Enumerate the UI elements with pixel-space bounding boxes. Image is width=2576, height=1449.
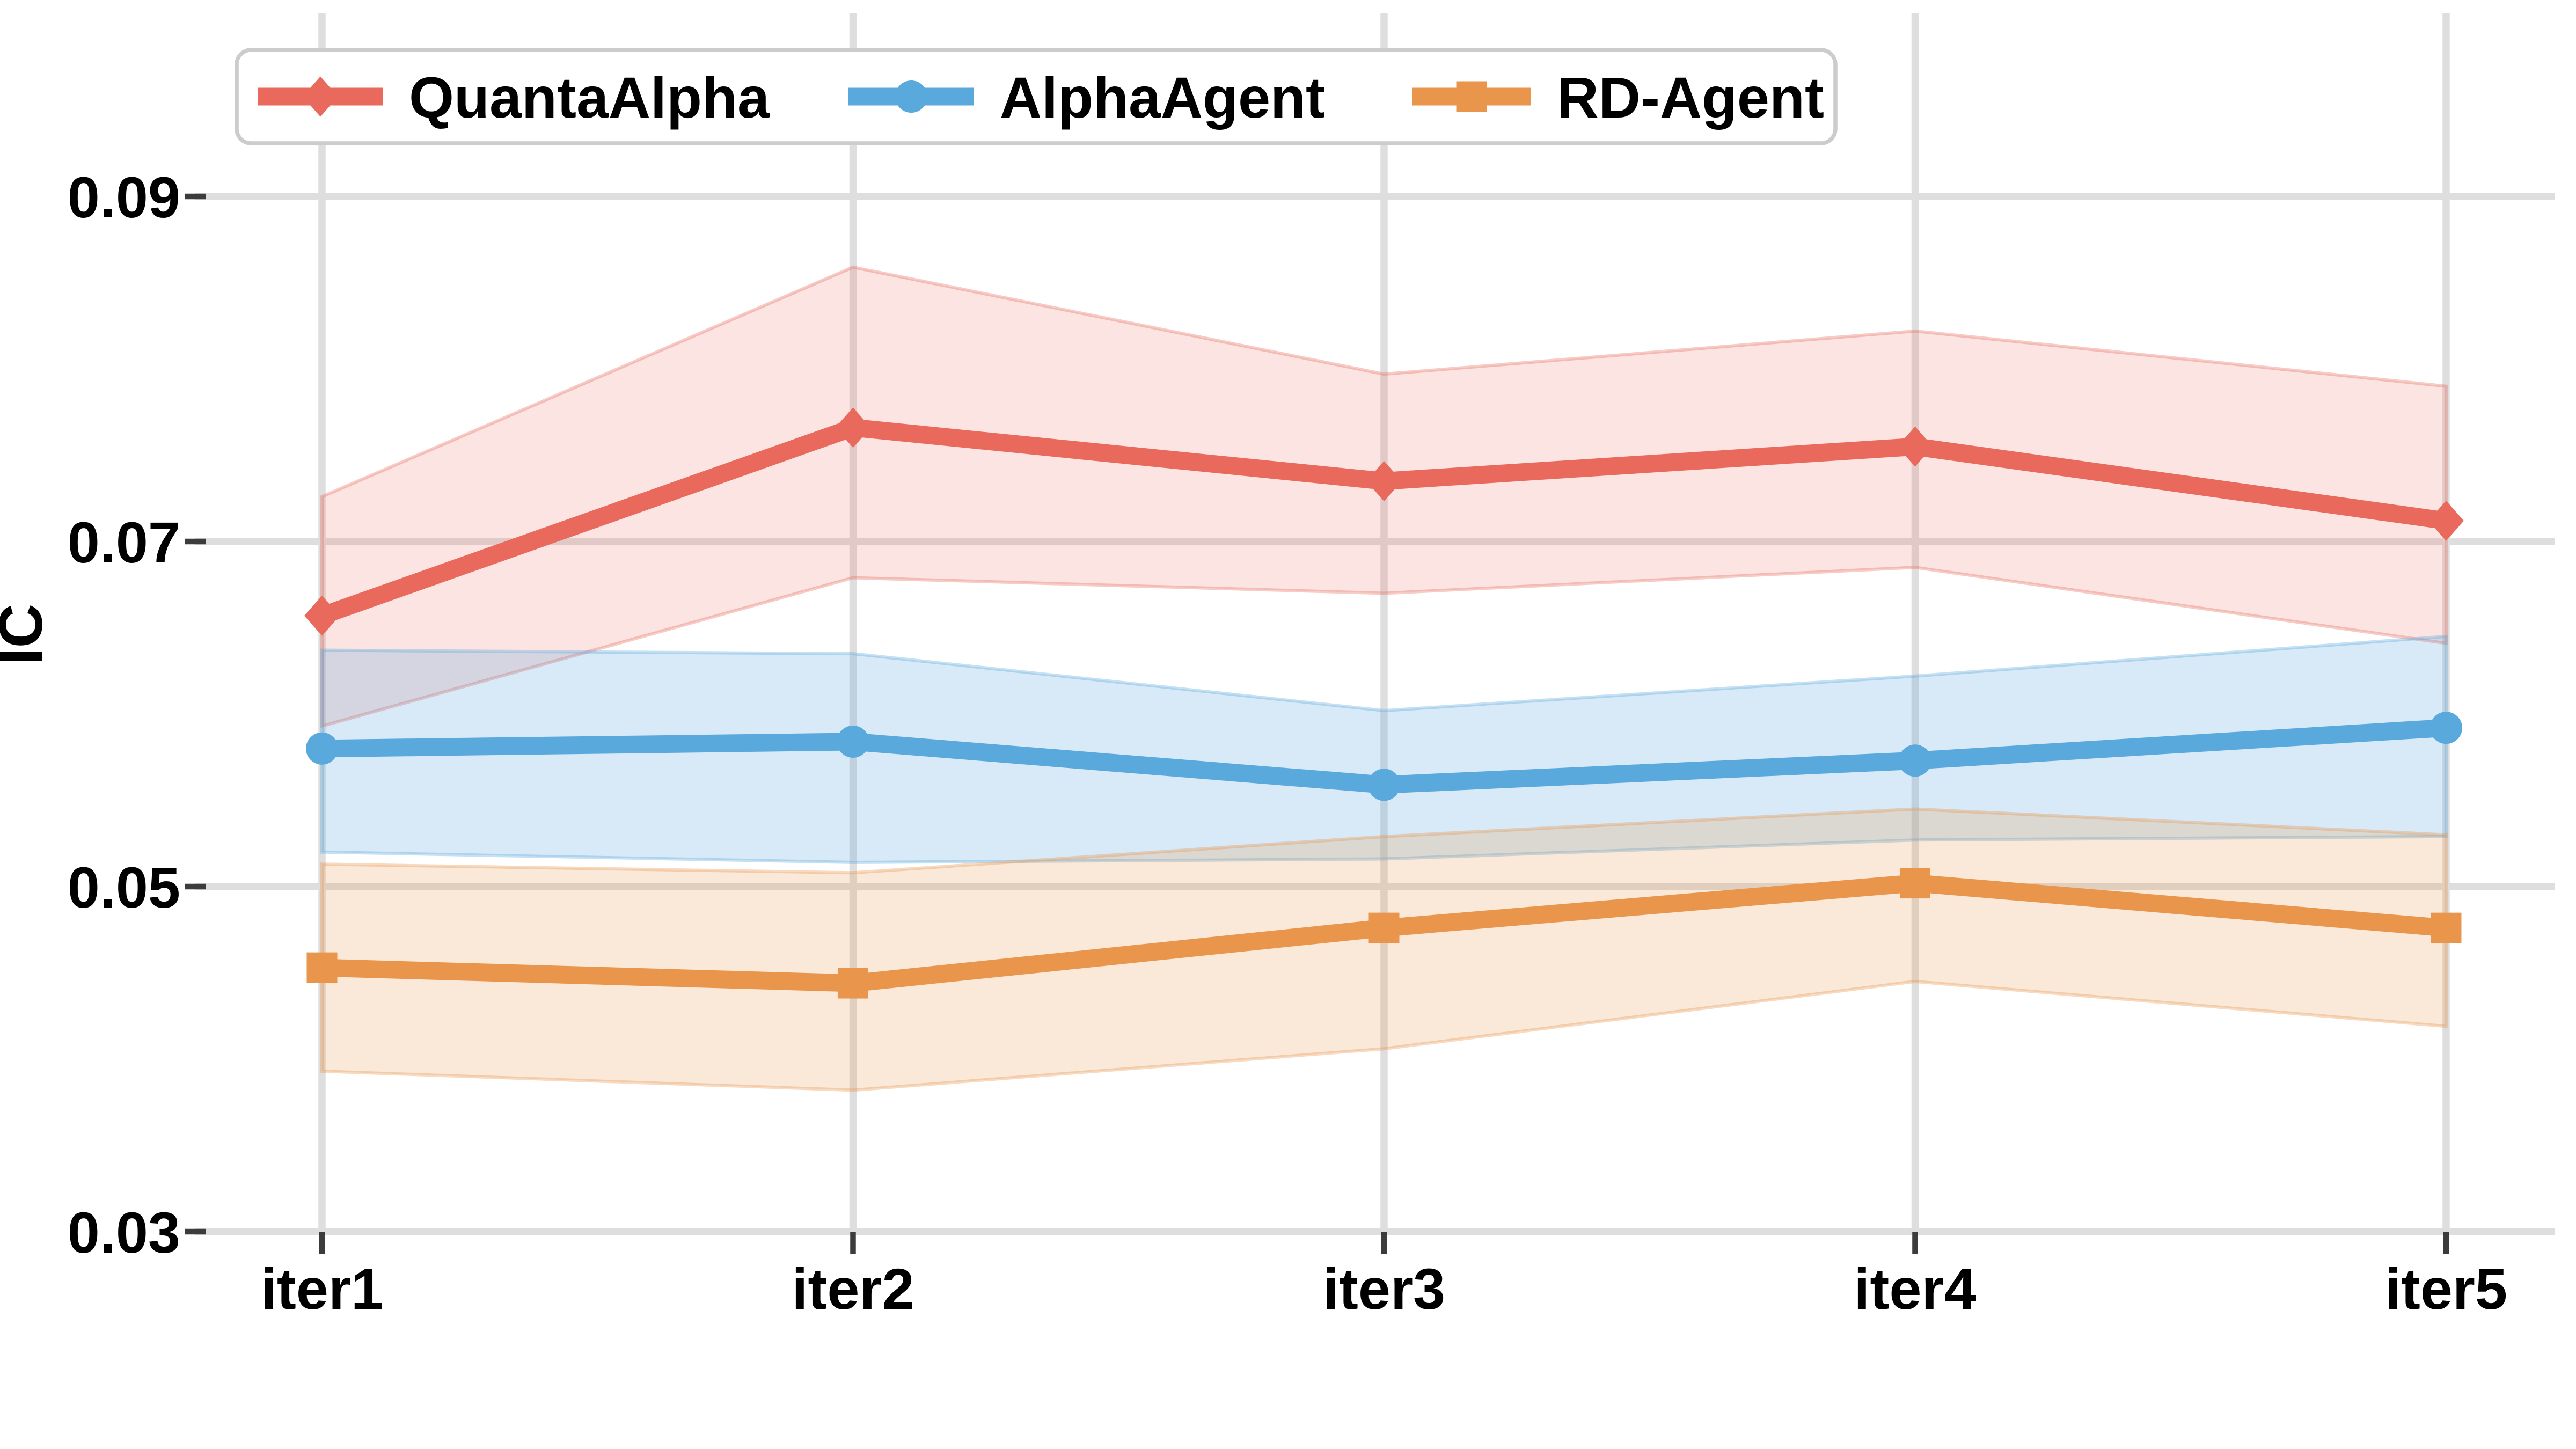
legend: QuantaAlpha AlphaAgent RD-Agent (235, 48, 1838, 145)
legend-label-quantaalpha: QuantaAlpha (409, 65, 770, 130)
legend-diamond-icon (303, 76, 338, 117)
marker-alphaagent-iter4 (1899, 744, 1931, 777)
axis-ticks (185, 193, 2449, 1254)
marker-quantaalpha-iter2 (835, 407, 871, 448)
marker-alphaagent-iter3 (1367, 769, 1400, 801)
legend-circle-icon (895, 80, 927, 113)
y-axis-label: IC (0, 604, 55, 665)
x-tick-label-iter1: iter1 (261, 1256, 383, 1321)
marker-quantaalpha-iter1 (304, 595, 340, 636)
marker-alphaagent-iter2 (837, 725, 869, 758)
legend-items: QuantaAlpha AlphaAgent RD-Agent (258, 65, 1824, 130)
marker-rd-agent-iter4 (1899, 868, 1930, 899)
axis-tick-labels: 0.03 0.05 0.07 0.09 iter1 iter2 iter3 iter4 iter… (68, 165, 2507, 1321)
band-alphaagent (320, 634, 2448, 864)
marker-rd-agent-iter3 (1368, 912, 1400, 943)
x-tick-label-iter5: iter5 (2385, 1256, 2507, 1321)
x-tick-label-iter4: iter4 (1854, 1256, 1976, 1321)
legend-item-quantaalpha: QuantaAlpha (258, 65, 770, 130)
y-tick-label-0.03: 0.03 (68, 1200, 180, 1265)
marker-rd-agent-iter5 (2431, 912, 2462, 943)
marker-quantaalpha-iter5 (2428, 500, 2464, 541)
legend-box (235, 48, 1838, 145)
marker-alphaagent-iter5 (2429, 712, 2462, 744)
series-markers (304, 407, 2464, 999)
legend-label-alphaagent: AlphaAgent (1000, 65, 1325, 130)
marker-quantaalpha-iter3 (1366, 460, 1402, 501)
legend-square-icon (1456, 81, 1487, 112)
marker-rd-agent-iter1 (306, 952, 338, 983)
marker-quantaalpha-iter4 (1897, 426, 1933, 467)
y-tick-label-0.05: 0.05 (68, 855, 180, 920)
y-tick-label-0.09: 0.09 (68, 165, 180, 230)
legend-label-rd-agent: RD-Agent (1557, 65, 1824, 130)
marker-rd-agent-iter2 (837, 968, 868, 999)
legend-item-alphaagent: AlphaAgent (848, 65, 1325, 130)
x-tick-label-iter2: iter2 (792, 1256, 914, 1321)
legend-item-rd-agent: RD-Agent (1412, 65, 1824, 130)
x-tick-label-iter3: iter3 (1323, 1256, 1445, 1321)
y-tick-label-0.07: 0.07 (68, 510, 180, 575)
marker-alphaagent-iter1 (306, 732, 338, 765)
